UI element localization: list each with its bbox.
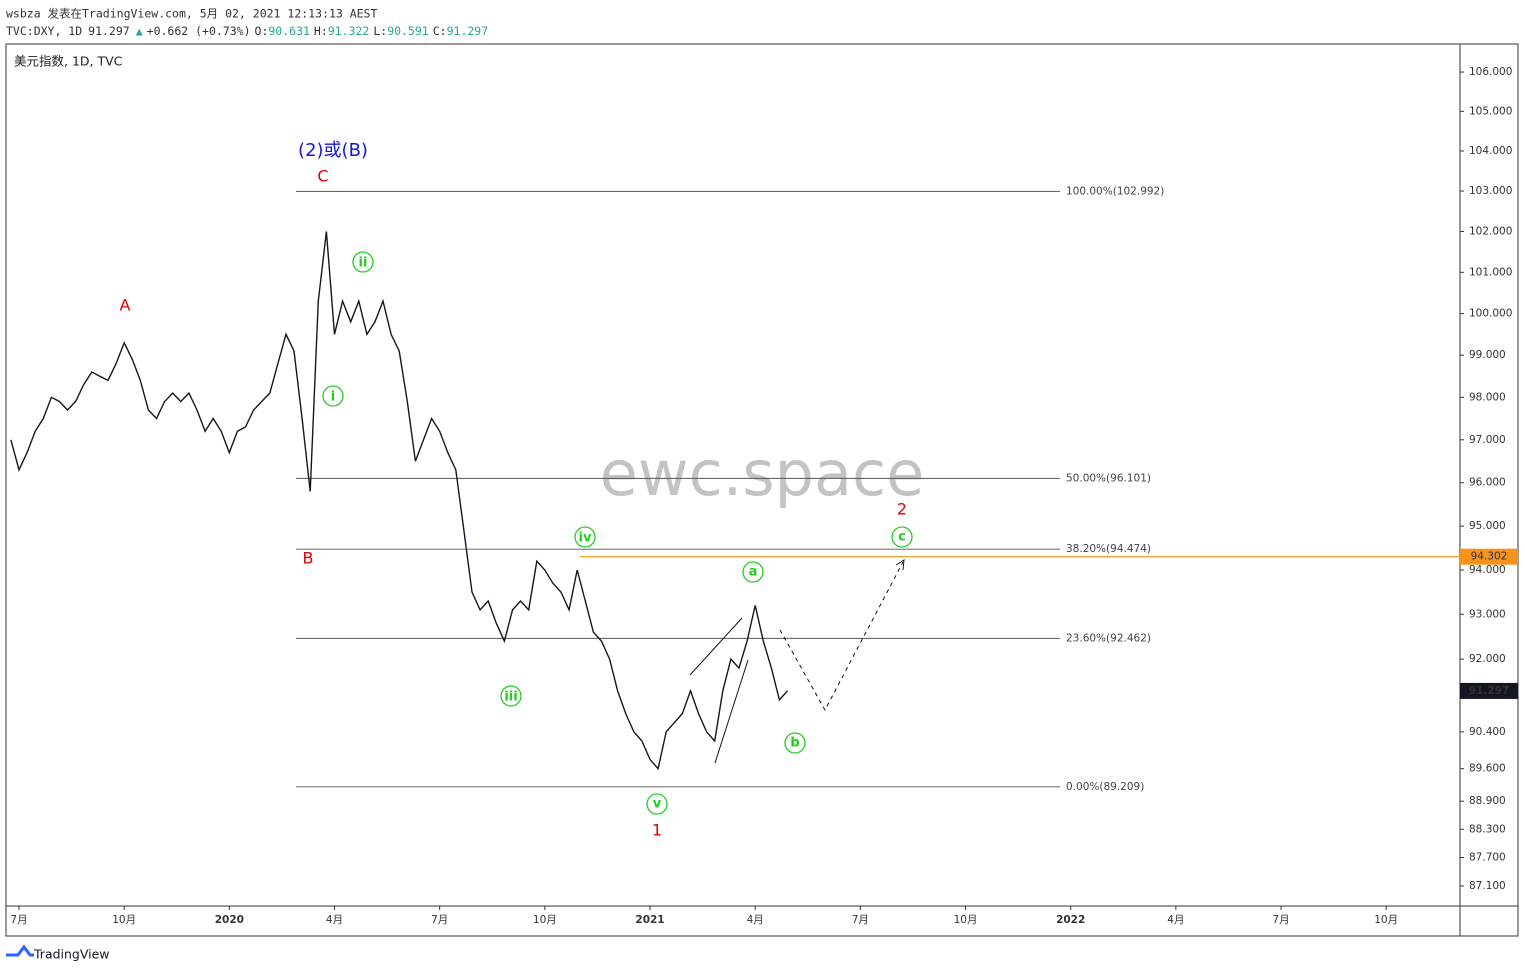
y-tick-label: 103.000 (1469, 185, 1512, 197)
wedge-line (714, 659, 749, 764)
wave-circle (574, 526, 596, 548)
wave-label: iii (504, 690, 517, 705)
wave-label: (2)或(B) (298, 140, 368, 161)
fib-label: 0.00%(89.209) (1066, 781, 1144, 793)
price-label: 94.302 (1471, 551, 1508, 563)
header: wsbza 发表在TradingView.com, 5月 02, 2021 12… (6, 7, 488, 38)
y-tick-label: 96.000 (1469, 477, 1506, 489)
wave-label: C (317, 167, 328, 186)
x-tick-label: 2022 (1056, 914, 1085, 926)
wave-label: c (898, 530, 906, 545)
logo (6, 944, 34, 957)
wave-label: v (653, 797, 662, 812)
y-tick-label: 87.700 (1469, 852, 1506, 864)
y-tick-label: 90.400 (1469, 726, 1506, 738)
footer: TradingView (33, 947, 110, 962)
y-tick-label: 93.000 (1469, 608, 1506, 620)
wave-label: a (749, 565, 758, 580)
wave-circle (742, 561, 764, 583)
y-tick-label: 92.000 (1469, 653, 1506, 665)
wave-circle (322, 385, 344, 407)
wave-label: 1 (652, 821, 662, 840)
wedge-line (689, 617, 743, 676)
x-tick-label: 10月 (533, 914, 557, 926)
wave-label: A (120, 296, 131, 315)
y-tick-label: 98.000 (1469, 391, 1506, 403)
x-tick-label: 10月 (954, 914, 978, 926)
projection (779, 561, 904, 712)
x-tick-label: 4月 (1167, 914, 1184, 926)
wave-label: 2 (897, 500, 907, 519)
y-tick-label: 88.300 (1469, 823, 1506, 835)
arrow-head (895, 559, 905, 571)
price-box (1460, 548, 1518, 565)
y-tick-label: 106.000 (1469, 66, 1512, 78)
wave-label: ii (359, 256, 368, 271)
watermark: ewc.space (600, 437, 925, 510)
wave-label: iv (579, 531, 592, 546)
wave-circle (784, 732, 806, 754)
y-tick-label: 88.900 (1469, 795, 1506, 807)
symbol: TVC:DXY, 1D 91.297 ▲ +0.662 (+0.73%) O:90.63… (6, 24, 488, 38)
x-tick-label: 10月 (112, 914, 136, 926)
wave-circle (500, 685, 522, 707)
x-tick-label: 2021 (635, 914, 664, 926)
x-tick-label: 4月 (747, 914, 764, 926)
price-label: 91.297 (1469, 685, 1510, 697)
plot: 106.000 105.000 104.000 103.000 102.000 101.0… (10, 66, 1518, 926)
wave-circle (352, 251, 374, 273)
wave-label: B (303, 549, 314, 568)
y-tick-label: 101.000 (1469, 266, 1512, 278)
y-tick-label: 89.600 (1469, 763, 1506, 775)
x-tick-label: 2020 (215, 914, 244, 926)
header-line: wsbza 发表在TradingView.com, 5月 02, 2021 12… (6, 7, 377, 21)
price-box (1460, 682, 1518, 699)
y-tick-label: 102.000 (1469, 225, 1512, 237)
y-tick-label: 100.000 (1469, 308, 1512, 320)
frame (5, 43, 1519, 937)
y-tick-label: 87.100 (1469, 880, 1506, 892)
x-tick-label: 7月 (10, 914, 27, 926)
x-tick-label: 7月 (1272, 914, 1289, 926)
x-tick-label: 7月 (431, 914, 448, 926)
y-tick-label: 99.000 (1469, 349, 1506, 361)
y-tick-label: 105.000 (1469, 105, 1512, 117)
wave-label: b (790, 736, 799, 751)
fib-label: 50.00%(96.101) (1066, 472, 1151, 484)
y-tick-label: 104.000 (1469, 145, 1512, 157)
wave-circle (891, 526, 913, 548)
fib-label: 38.20%(94.474) (1066, 543, 1151, 555)
x-tick-label: 4月 (326, 914, 343, 926)
x-tick-label: 10月 (1374, 914, 1398, 926)
price-line (10, 231, 789, 771)
fib-label: 100.00%(102.992) (1066, 185, 1164, 197)
fib-label: 23.60%(92.462) (1066, 632, 1151, 644)
y-tick-label: 94.000 (1469, 564, 1506, 576)
y-tick-label: 95.000 (1469, 520, 1506, 532)
wave-circle (646, 793, 668, 815)
y-tick-label: 97.000 (1469, 434, 1506, 446)
legend: 美元指数, 1D, TVC (14, 54, 123, 69)
x-tick-label: 7月 (852, 914, 869, 926)
wave-label: i (331, 390, 335, 405)
